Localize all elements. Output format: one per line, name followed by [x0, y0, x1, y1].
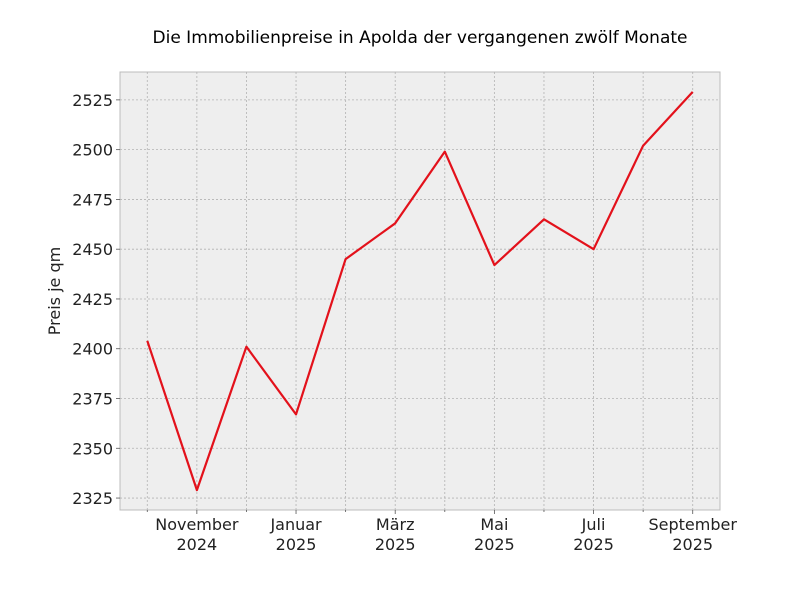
plot-area: [119, 71, 721, 511]
x-tick-label-year: 2025: [375, 535, 416, 554]
x-tick-label: November: [155, 515, 239, 534]
y-tick-label: 2450: [72, 240, 113, 259]
x-tick-label-year: 2025: [573, 535, 614, 554]
y-tick-label: 2425: [72, 290, 113, 309]
x-tick-label: Januar: [269, 515, 322, 534]
series-line: [146, 91, 694, 492]
x-tick-label: März: [376, 515, 415, 534]
y-tick-label: 2500: [72, 141, 113, 160]
x-tick-label-year: 2025: [276, 535, 317, 554]
x-tick-label: Mai: [480, 515, 508, 534]
x-tick-label-year: 2025: [672, 535, 713, 554]
y-tick-label: 2400: [72, 340, 113, 359]
x-tick-label: September: [649, 515, 738, 534]
y-tick-label: 2375: [72, 390, 113, 409]
y-tick-label: 2475: [72, 190, 113, 209]
y-tick-label: 2525: [72, 91, 113, 110]
y-tick-label: 2325: [72, 489, 113, 508]
y-axis-label: Preis je qm: [45, 247, 64, 335]
y-tick-label: 2350: [72, 439, 113, 458]
x-tick-label: Juli: [581, 515, 606, 534]
chart-title: Die Immobilienpreise in Apolda der verga…: [153, 28, 688, 48]
x-tick-label-year: 2025: [474, 535, 515, 554]
x-tick-label-year: 2024: [177, 535, 218, 554]
